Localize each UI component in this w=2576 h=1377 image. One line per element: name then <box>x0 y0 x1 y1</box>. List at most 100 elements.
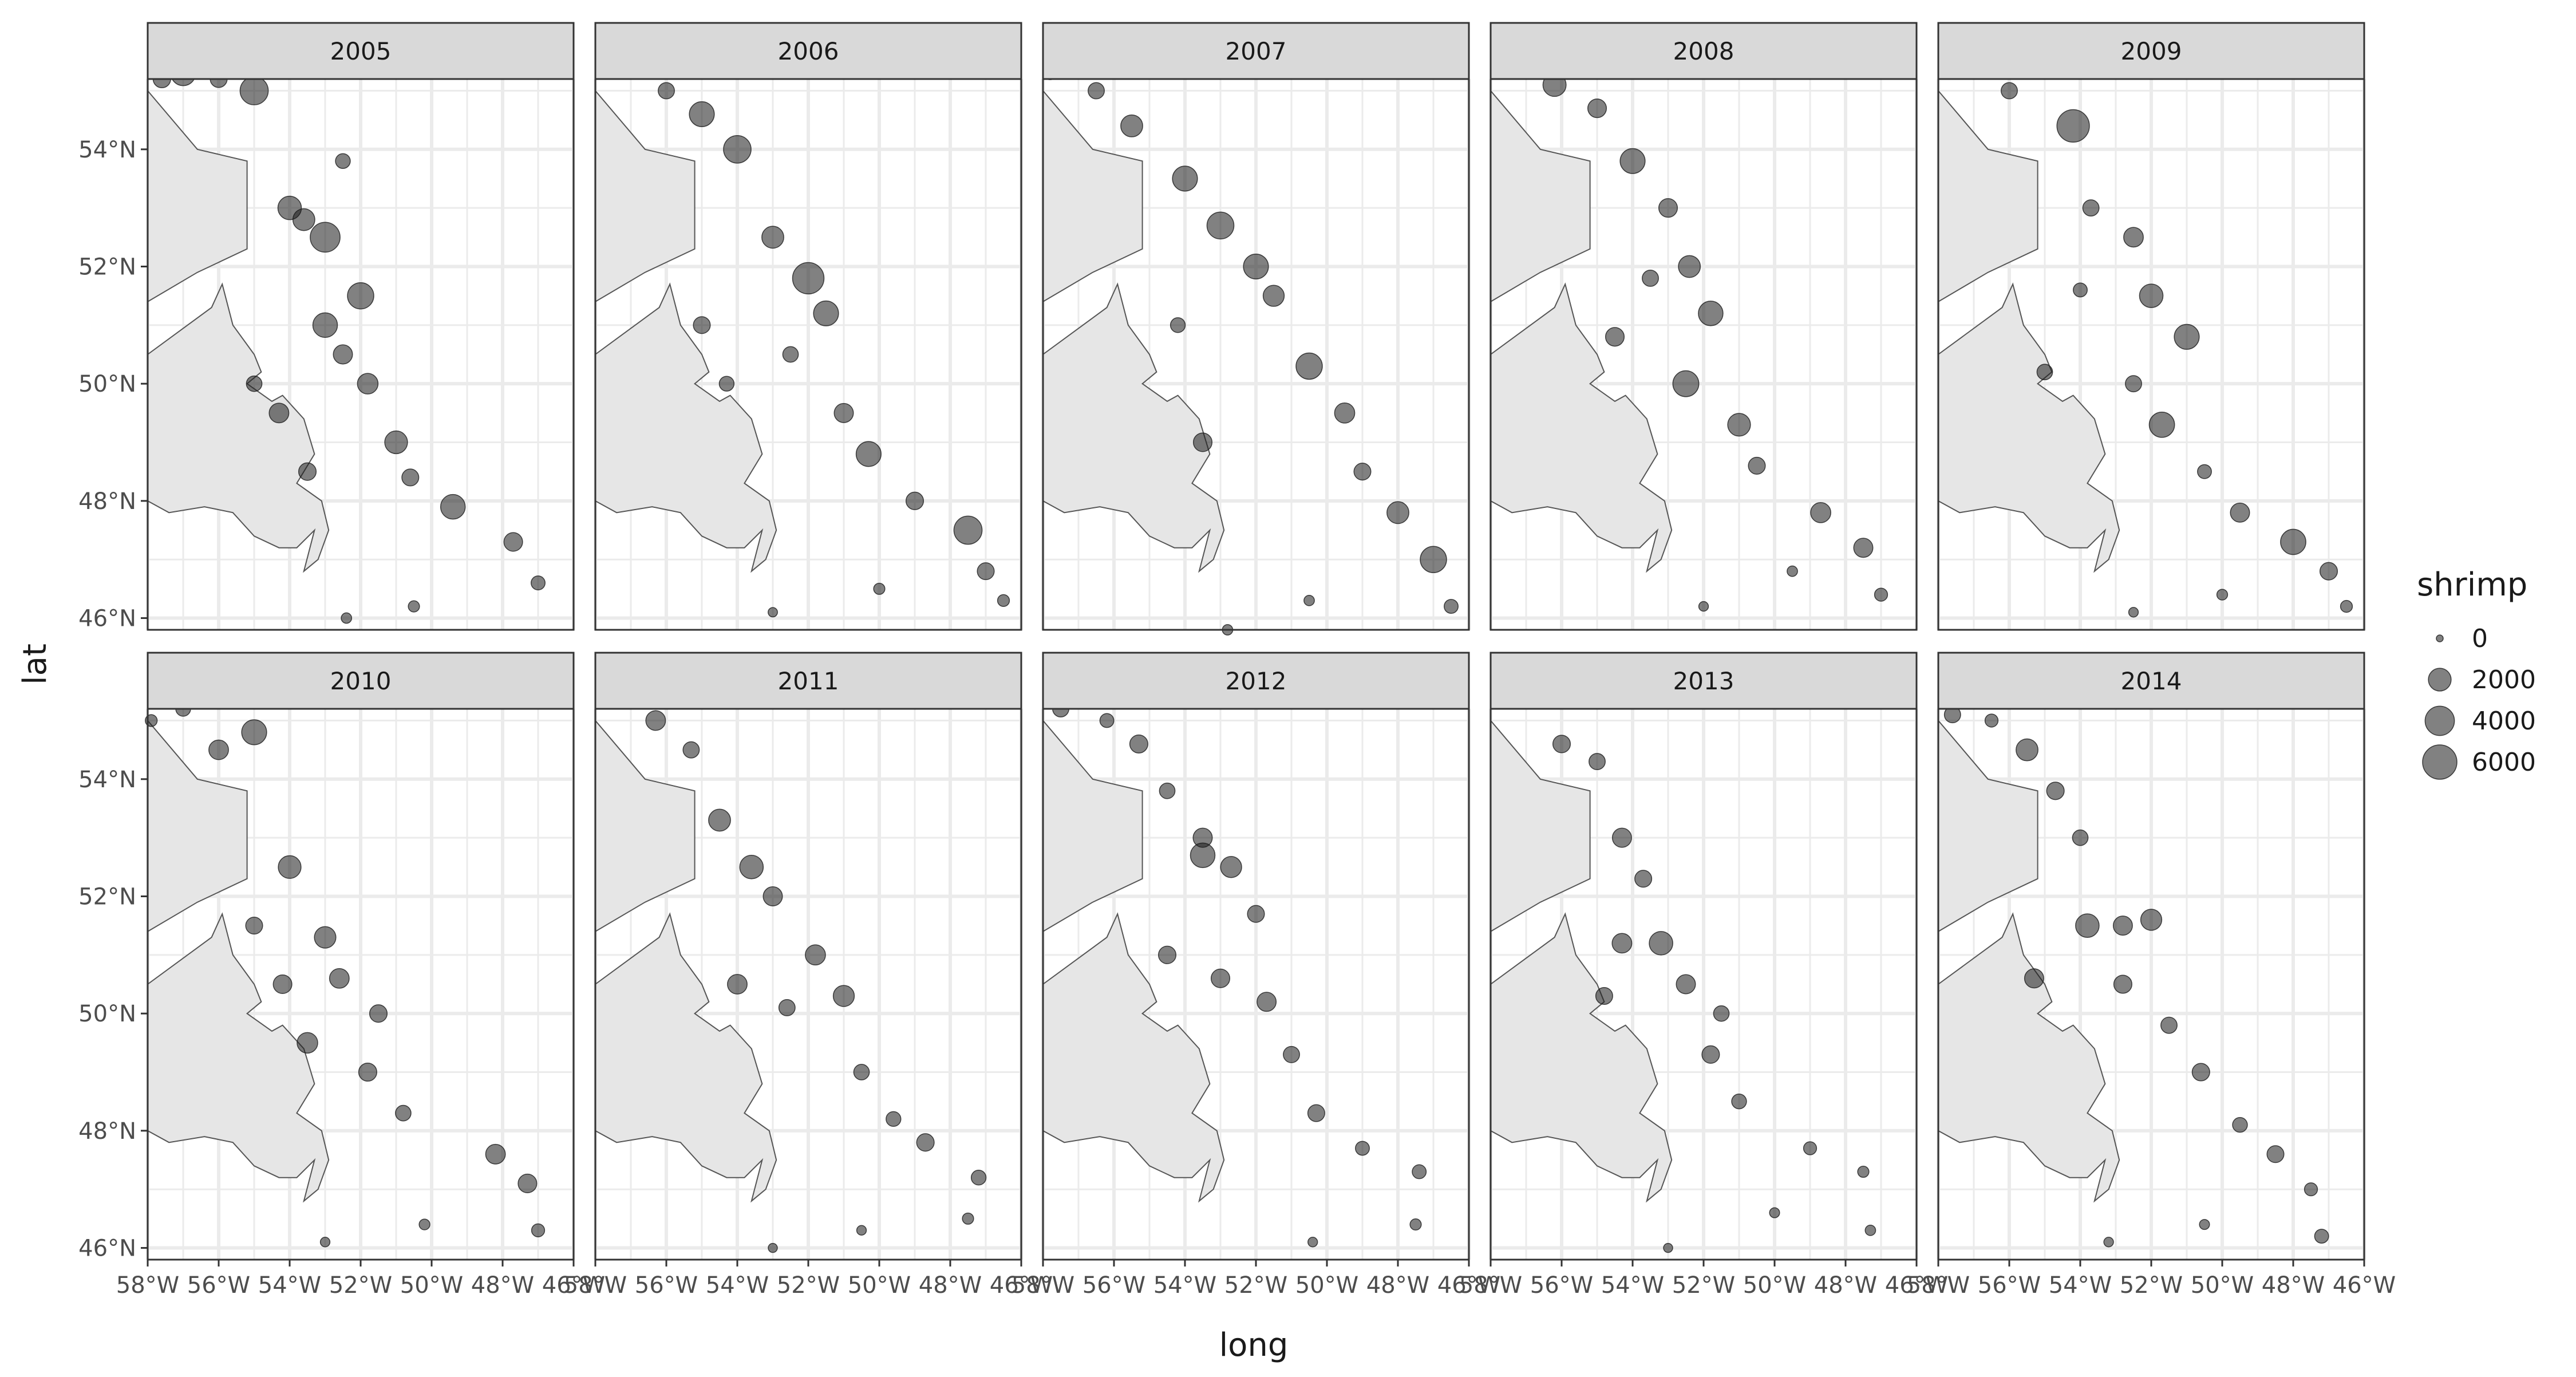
survey-point <box>2072 829 2089 846</box>
survey-point <box>1595 987 1613 1005</box>
survey-point <box>314 926 337 949</box>
survey-point <box>1334 402 1356 424</box>
x-tick-label: 58°W <box>1907 1272 1970 1299</box>
y-tick-label: 54°N <box>78 137 136 163</box>
survey-point <box>531 575 546 591</box>
x-tick-label: 52°W <box>1224 1272 1287 1299</box>
survey-point <box>1713 1005 1730 1022</box>
survey-point <box>1303 594 1315 606</box>
survey-point <box>1874 587 1888 602</box>
legend-key-circle <box>2424 705 2455 736</box>
survey-point <box>1444 599 1459 614</box>
survey-point <box>1206 211 1235 240</box>
survey-point <box>2160 1016 2178 1034</box>
newfoundland-landmass <box>1938 282 2120 573</box>
y-axis-title: lat <box>17 644 54 685</box>
survey-point <box>1420 546 1447 573</box>
survey-point <box>358 1062 377 1082</box>
facet-label: 2014 <box>2121 667 2182 695</box>
survey-point <box>292 208 315 231</box>
survey-point <box>418 1218 430 1230</box>
x-tick-label: 48°W <box>1814 1272 1877 1299</box>
facet-strip <box>1042 22 1470 80</box>
legend-key-label: 2000 <box>2472 665 2536 695</box>
survey-point <box>2140 909 2163 931</box>
survey-point <box>905 491 924 510</box>
survey-point <box>329 968 350 989</box>
survey-point <box>2075 913 2100 938</box>
survey-point <box>916 1133 935 1152</box>
survey-point <box>384 430 408 455</box>
x-tick-label: 46°W <box>1885 1272 1948 1299</box>
survey-point <box>768 1242 778 1253</box>
survey-point <box>297 1032 318 1054</box>
facet-strip <box>1490 22 1918 80</box>
x-tick-label: 48°W <box>471 1272 534 1299</box>
facet-strip <box>594 652 1022 710</box>
facet-strip <box>1937 652 2365 710</box>
survey-point <box>2340 599 2353 613</box>
facet-strip <box>1042 652 1470 710</box>
panel-2013: 2013 58°W 56°W 54°W 52°W 50°W 48°W 46°W <box>1459 652 1948 1299</box>
legend-key-label: 6000 <box>2472 748 2536 777</box>
survey-point <box>1605 327 1625 347</box>
survey-point <box>2046 782 2065 800</box>
survey-point <box>2174 323 2200 350</box>
legend-key-label: 0 <box>2472 624 2488 653</box>
survey-point <box>2216 589 2229 601</box>
x-tick-label: 58°W <box>564 1272 627 1299</box>
x-tick-label: 54°W <box>258 1272 321 1299</box>
legend-key-circle <box>2428 668 2452 692</box>
legend-key-circle <box>2422 744 2458 780</box>
newfoundland-landmass <box>1042 912 1225 1203</box>
survey-point <box>1552 735 1571 753</box>
survey-point <box>1853 538 1874 558</box>
survey-point <box>298 462 317 481</box>
survey-point <box>1172 165 1198 192</box>
survey-point <box>1663 1242 1673 1253</box>
facet-strip <box>147 22 575 80</box>
survey-point <box>682 741 700 759</box>
survey-point <box>718 376 735 392</box>
facet-label: 2005 <box>330 37 392 65</box>
survey-point <box>1353 463 1372 481</box>
x-tick-label: 46°W <box>2333 1272 2396 1299</box>
legend-key-label: 4000 <box>2472 707 2536 736</box>
survey-point <box>278 855 302 879</box>
x-tick-label: 58°W <box>1012 1272 1074 1299</box>
x-tick-label: 58°W <box>1459 1272 1522 1299</box>
survey-point <box>962 1212 974 1225</box>
survey-point <box>246 375 263 392</box>
facet-label: 2011 <box>778 667 839 695</box>
survey-point <box>1120 114 1143 137</box>
survey-point <box>347 282 374 310</box>
y-tick-label: 50°N <box>78 1001 136 1027</box>
facet-label: 2013 <box>1673 667 1735 695</box>
x-tick-label: 52°W <box>1672 1272 1735 1299</box>
survey-point <box>1210 968 1231 988</box>
x-axis-title: long <box>1219 1327 1289 1364</box>
legend-title: shrimp <box>2417 566 2527 603</box>
survey-point <box>873 582 886 595</box>
newfoundland-landmass <box>1490 282 1673 573</box>
survey-point <box>369 1004 388 1023</box>
survey-point <box>2082 199 2100 217</box>
survey-point <box>1748 456 1766 475</box>
survey-point <box>485 1143 506 1165</box>
survey-point <box>1769 1207 1780 1218</box>
survey-point <box>1307 1237 1318 1248</box>
survey-point <box>208 739 229 760</box>
newfoundland-landmass <box>595 282 777 573</box>
survey-point <box>1611 933 1633 954</box>
survey-point <box>2319 562 2338 581</box>
survey-point <box>503 532 523 552</box>
survey-point <box>778 999 796 1016</box>
survey-point <box>1658 198 1678 218</box>
survey-point <box>782 346 799 363</box>
x-tick-label: 46°W <box>542 1272 605 1299</box>
survey-point <box>1857 1165 1870 1178</box>
survey-point <box>335 153 351 169</box>
survey-point <box>727 974 748 995</box>
size-legend: shrimp 0 2000 4000 6000 <box>2417 566 2536 780</box>
survey-point <box>2001 82 2018 100</box>
